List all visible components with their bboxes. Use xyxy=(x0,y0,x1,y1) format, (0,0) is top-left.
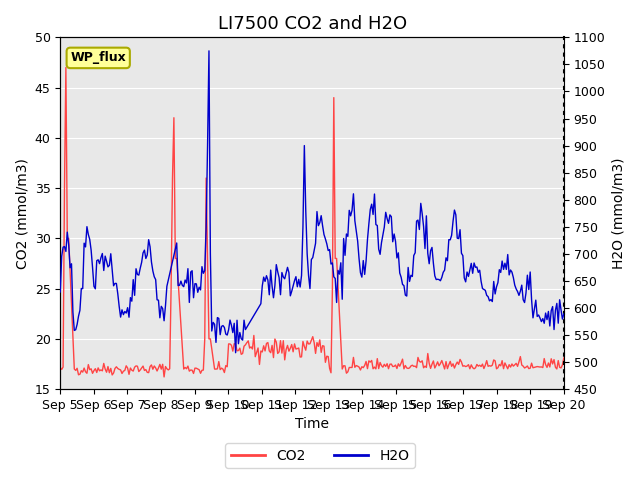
Legend: CO2, H2O: CO2, H2O xyxy=(225,443,415,468)
Y-axis label: CO2 (mmol/m3): CO2 (mmol/m3) xyxy=(15,158,29,269)
Text: WP_flux: WP_flux xyxy=(70,51,126,64)
Y-axis label: H2O (mmol/m3): H2O (mmol/m3) xyxy=(611,157,625,269)
X-axis label: Time: Time xyxy=(295,418,329,432)
Title: LI7500 CO2 and H2O: LI7500 CO2 and H2O xyxy=(218,15,406,33)
